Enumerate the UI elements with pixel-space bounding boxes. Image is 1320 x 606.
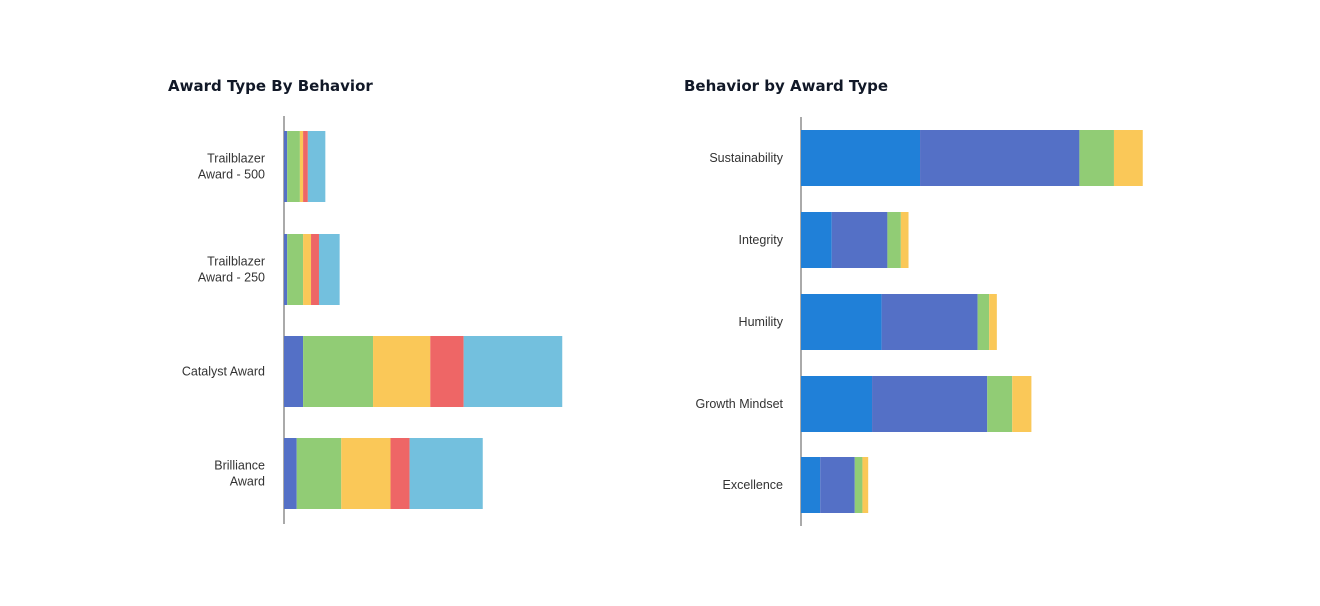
bar-segment-integrity-4[interactable] <box>900 212 909 268</box>
bar-segment-catalyst-award-5[interactable] <box>463 336 563 407</box>
bar-segment-humility-2[interactable] <box>881 294 978 350</box>
chart-title-behavior: Behavior by Award Type <box>684 77 889 95</box>
category-label-trailblazer-award-500: Trailblazer Award - 500 <box>198 152 265 182</box>
chart-title-award-type: Award Type By Behavior <box>168 77 373 95</box>
bar-segment-excellence-4[interactable] <box>862 457 869 513</box>
bar-segment-trailblazer-award-500-5[interactable] <box>307 131 326 202</box>
bar-segment-catalyst-award-4[interactable] <box>430 336 464 407</box>
bar-segment-integrity-1[interactable] <box>801 212 832 268</box>
bar-segment-brilliance-award-4[interactable] <box>390 438 410 509</box>
category-label-brilliance-award: Brilliance Award <box>214 459 265 489</box>
bar-segment-excellence-3[interactable] <box>854 457 863 513</box>
bar-segment-trailblazer-award-250-5[interactable] <box>318 234 340 305</box>
award-type-by-behavior-chart: Trailblazer Award - 500 Trailblazer Award -… <box>182 116 563 524</box>
bar-segment-humility-3[interactable] <box>977 294 990 350</box>
category-label-sustainability: Sustainability <box>709 151 783 165</box>
bar-segment-sustainability-3[interactable] <box>1079 130 1114 186</box>
bar-segment-catalyst-award-1[interactable] <box>284 336 304 407</box>
category-label-excellence: Excellence <box>723 478 783 492</box>
bar-segment-growth-mindset-2[interactable] <box>872 376 988 432</box>
bar-segment-growth-mindset-3[interactable] <box>987 376 1013 432</box>
category-label-growth-mindset: Growth Mindset <box>695 397 783 411</box>
bar-segment-trailblazer-award-250-2[interactable] <box>287 234 304 305</box>
bar-segment-growth-mindset-4[interactable] <box>1012 376 1032 432</box>
bar-segment-catalyst-award-2[interactable] <box>303 336 374 407</box>
bar-segment-brilliance-award-2[interactable] <box>296 438 342 509</box>
bar-segment-sustainability-2[interactable] <box>920 130 1080 186</box>
category-label-integrity: Integrity <box>739 233 784 247</box>
bar-segment-sustainability-1[interactable] <box>801 130 921 186</box>
bar-segment-brilliance-award-5[interactable] <box>409 438 483 509</box>
bar-segment-trailblazer-award-250-4[interactable] <box>311 234 319 305</box>
bar-segment-growth-mindset-1[interactable] <box>801 376 873 432</box>
bar-segment-trailblazer-award-500-4[interactable] <box>303 131 308 202</box>
category-label-trailblazer-award-250: Trailblazer Award - 250 <box>198 255 265 285</box>
bar-segment-trailblazer-award-500-3[interactable] <box>299 131 304 202</box>
bar-segment-trailblazer-award-500-1[interactable] <box>284 131 288 202</box>
category-label-humility: Humility <box>739 315 784 329</box>
bar-segment-trailblazer-award-500-2[interactable] <box>287 131 300 202</box>
bar-segment-integrity-3[interactable] <box>887 212 901 268</box>
bar-segment-humility-1[interactable] <box>801 294 882 350</box>
bar-segment-sustainability-4[interactable] <box>1113 130 1143 186</box>
bar-segment-trailblazer-award-250-3[interactable] <box>303 234 312 305</box>
bar-segment-trailblazer-award-250-1[interactable] <box>284 234 288 305</box>
bar-segment-catalyst-award-3[interactable] <box>373 336 431 407</box>
bar-segment-excellence-2[interactable] <box>820 457 855 513</box>
bar-segment-excellence-1[interactable] <box>801 457 821 513</box>
bar-segment-humility-4[interactable] <box>989 294 997 350</box>
bar-segment-integrity-2[interactable] <box>831 212 888 268</box>
bar-segment-brilliance-award-1[interactable] <box>284 438 297 509</box>
bar-segment-brilliance-award-3[interactable] <box>341 438 391 509</box>
category-label-catalyst-award: Catalyst Award <box>182 365 265 379</box>
